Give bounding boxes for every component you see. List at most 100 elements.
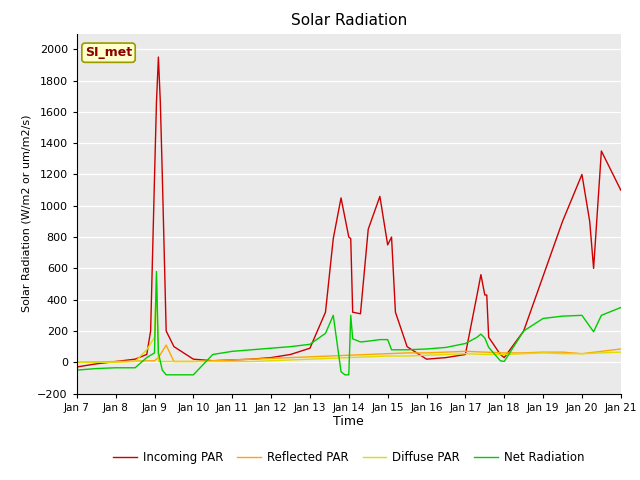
Diffuse PAR (520, 351, 527, 357)
Incoming PAR (598, 148, 605, 154)
Net Radiation (306, 341, 314, 347)
Reflected PAR (364, 351, 372, 357)
Net Radiation (163, 372, 170, 378)
Reflected PAR (73, 360, 81, 365)
Diffuse PAR (268, 358, 275, 364)
Net Radiation (345, 372, 353, 378)
Incoming PAR (617, 187, 625, 193)
Diffuse PAR (617, 349, 625, 355)
Net Radiation (559, 313, 566, 319)
Net Radiation (485, 345, 493, 350)
Net Radiation (287, 344, 294, 349)
Reflected PAR (500, 350, 508, 356)
X-axis label: Time: Time (333, 415, 364, 429)
Diffuse PAR (384, 353, 392, 359)
Diffuse PAR (481, 351, 489, 357)
Diffuse PAR (152, 273, 160, 279)
Net Radiation (540, 315, 547, 321)
Diffuse PAR (540, 350, 547, 356)
Text: SI_met: SI_met (85, 46, 132, 59)
Incoming PAR (170, 344, 178, 349)
Net Radiation (150, 350, 158, 356)
Reflected PAR (520, 350, 527, 356)
Net Radiation (473, 335, 481, 340)
Net Radiation (268, 345, 275, 351)
Incoming PAR (154, 54, 162, 60)
Net Radiation (384, 336, 392, 342)
Reflected PAR (92, 359, 100, 365)
Diffuse PAR (92, 360, 100, 365)
Reflected PAR (150, 358, 158, 364)
Diffuse PAR (131, 359, 139, 364)
Net Radiation (500, 359, 508, 364)
Incoming PAR (268, 355, 275, 360)
Reflected PAR (131, 358, 139, 364)
Reflected PAR (248, 356, 255, 362)
Net Radiation (347, 312, 355, 318)
Net Radiation (152, 269, 160, 275)
Net Radiation (209, 351, 216, 357)
Reflected PAR (163, 342, 170, 348)
Net Radiation (154, 350, 162, 356)
Net Radiation (364, 338, 372, 344)
Net Radiation (178, 372, 186, 378)
Net Radiation (131, 365, 139, 371)
Diffuse PAR (150, 335, 158, 340)
Reflected PAR (209, 358, 216, 364)
Net Radiation (189, 372, 197, 378)
Net Radiation (520, 328, 527, 334)
Net Radiation (248, 347, 255, 353)
Net Radiation (442, 345, 450, 350)
Net Radiation (461, 341, 469, 347)
Net Radiation (337, 369, 345, 374)
Diffuse PAR (112, 360, 120, 365)
Net Radiation (143, 355, 150, 360)
Incoming PAR (248, 356, 255, 362)
Net Radiation (497, 358, 504, 364)
Reflected PAR (403, 350, 411, 356)
Net Radiation (578, 312, 586, 318)
Line: Net Radiation: Net Radiation (77, 272, 621, 375)
Diffuse PAR (73, 360, 81, 365)
Net Radiation (589, 329, 597, 335)
Reflected PAR (461, 348, 469, 354)
Diffuse PAR (248, 359, 255, 364)
Reflected PAR (326, 353, 333, 359)
Diffuse PAR (598, 350, 605, 356)
Net Radiation (403, 347, 411, 353)
Legend: Incoming PAR, Reflected PAR, Diffuse PAR, Net Radiation: Incoming PAR, Reflected PAR, Diffuse PAR… (109, 446, 589, 469)
Line: Incoming PAR: Incoming PAR (77, 57, 621, 367)
Diffuse PAR (364, 354, 372, 360)
Reflected PAR (384, 351, 392, 357)
Net Radiation (322, 330, 330, 336)
Reflected PAR (170, 359, 178, 364)
Incoming PAR (477, 272, 484, 277)
Net Radiation (388, 347, 396, 353)
Reflected PAR (617, 346, 625, 352)
Diffuse PAR (461, 351, 469, 357)
Diffuse PAR (228, 359, 236, 364)
Reflected PAR (540, 349, 547, 355)
Diffuse PAR (345, 355, 353, 360)
Title: Solar Radiation: Solar Radiation (291, 13, 407, 28)
Net Radiation (112, 365, 120, 371)
Diffuse PAR (578, 351, 586, 357)
Net Radiation (73, 367, 81, 373)
Reflected PAR (228, 357, 236, 363)
Reflected PAR (189, 359, 197, 364)
Line: Reflected PAR: Reflected PAR (77, 345, 621, 362)
Diffuse PAR (287, 357, 294, 363)
Net Radiation (349, 336, 356, 342)
Net Radiation (617, 305, 625, 311)
Diffuse PAR (326, 356, 333, 361)
Reflected PAR (112, 359, 120, 364)
Diffuse PAR (209, 359, 216, 364)
Diffuse PAR (170, 359, 178, 364)
Reflected PAR (287, 355, 294, 360)
Diffuse PAR (442, 351, 450, 357)
Diffuse PAR (143, 347, 150, 353)
Diffuse PAR (500, 351, 508, 357)
Net Radiation (159, 367, 166, 373)
Net Radiation (422, 346, 430, 352)
Diffuse PAR (189, 359, 197, 364)
